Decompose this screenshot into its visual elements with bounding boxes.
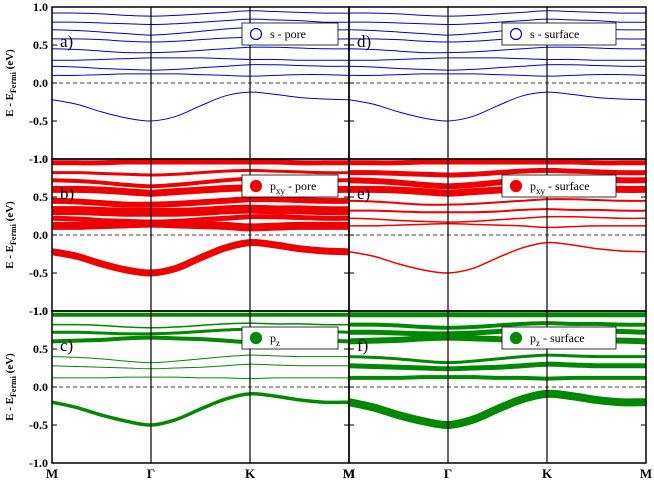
legend-marker-icon [509, 331, 523, 345]
y-axis-title: E - EFermi (eV) [4, 353, 18, 421]
panel-c: -1.0 -0.5 0.0 0.5 1.0 c) pz E - EFermi (eV) M Γ K M [4, 304, 355, 481]
legend-label: pz - surface [530, 331, 585, 348]
panel-label: d) [357, 32, 371, 51]
panel-a: -1.0 -0.5 0.0 0.5 1.0 a) s - pore E - EFermi (e… [4, 0, 350, 166]
legend-marker-icon [249, 27, 263, 41]
kpoint-label: K [245, 466, 256, 481]
band-line-4 [52, 204, 349, 217]
band-line-7 [52, 322, 349, 329]
legend: s - surface [501, 22, 617, 46]
y-axis-title: E - EFermi (eV) [4, 49, 18, 117]
y-tick-label: -1.0 [29, 304, 48, 318]
band-line-9 [52, 10, 349, 17]
panel-e: e) pxy - surface [348, 158, 647, 312]
panel-f: f) pz - surface M Γ K M [343, 310, 652, 481]
band-line-1 [52, 91, 349, 122]
band-line-2 [349, 73, 646, 77]
y-tick-label: -1.0 [29, 456, 48, 470]
band-line-8 [349, 18, 646, 25]
y-tick-label: -0.5 [29, 418, 48, 432]
y-tick-label: -0.5 [29, 266, 48, 280]
kpoint-label: Γ [147, 466, 155, 481]
legend-label: s - surface [530, 27, 579, 41]
legend: pxy - pore [241, 174, 339, 198]
kpoint-label: M [343, 466, 355, 481]
band-line-3 [52, 363, 349, 370]
panel-label: f) [357, 336, 368, 355]
band-line-5 [52, 196, 349, 208]
band-line-3 [52, 214, 349, 225]
band-line-9 [349, 159, 646, 166]
y-tick-label: 0.0 [33, 76, 48, 90]
band-line-4 [349, 353, 646, 365]
legend-marker-icon [509, 27, 523, 41]
band-line-8 [349, 167, 646, 178]
band-line-5 [349, 198, 646, 206]
band-line-3 [349, 215, 646, 223]
band-line-3 [52, 64, 349, 71]
kpoint-label: Γ [444, 466, 452, 481]
band-line-9 [349, 10, 646, 17]
band-line-2 [52, 376, 349, 380]
kpoint-label: M [343, 466, 355, 481]
panel-label: e) [357, 184, 370, 203]
y-axis-title: E - EFermi (eV) [4, 201, 18, 269]
panel-label: a) [60, 32, 73, 51]
y-tick-label: -1.0 [29, 152, 48, 166]
band-line-5 [52, 46, 349, 54]
panel-d: d) s - surface [348, 6, 647, 160]
band-line-2 [349, 222, 646, 229]
legend: pxy - surface [501, 174, 617, 198]
legend-marker-icon [249, 331, 263, 345]
band-line-8 [52, 168, 349, 177]
band-line-9 [52, 159, 349, 166]
kpoint-label: M [640, 466, 652, 481]
kpoint-label: M [46, 466, 58, 481]
band-line-2 [349, 375, 646, 381]
band-line-1 [52, 392, 349, 427]
y-tick-label: 1.0 [33, 152, 48, 166]
legend-label: pxy - pore [270, 179, 316, 196]
band-line-2 [52, 219, 349, 232]
band-line-1 [349, 389, 646, 430]
legend-label: pxy - surface [530, 179, 590, 196]
legend-label: s - pore [270, 27, 306, 41]
band-line-4 [349, 57, 646, 61]
y-tick-label: 0.0 [33, 380, 48, 394]
panel-label: b) [60, 184, 74, 203]
y-tick-label: 0.0 [33, 228, 48, 242]
legend-label: pz [270, 331, 280, 348]
y-tick-label: 0.5 [33, 38, 48, 52]
legend: s - pore [241, 22, 339, 46]
y-tick-label: 0.5 [33, 342, 48, 356]
band-line-3 [349, 361, 646, 372]
legend: pz [241, 326, 339, 350]
panel-b: -1.0 -0.5 0.0 0.5 1.0 b) pxy - pore E - EFermi … [4, 152, 350, 318]
y-tick-label: 1.0 [33, 0, 48, 14]
legend-marker-icon [509, 179, 523, 193]
band-line-2 [52, 73, 349, 77]
legend: pz - surface [501, 326, 617, 350]
y-tick-label: 0.5 [33, 190, 48, 204]
band-line-1 [349, 241, 646, 274]
kpoint-label: K [542, 466, 553, 481]
band-line-7 [349, 321, 646, 330]
y-tick-label: -0.5 [29, 114, 48, 128]
band-line-5 [349, 46, 646, 54]
band-line-1 [349, 91, 646, 122]
panel-label: c) [60, 336, 73, 355]
band-line-4 [349, 208, 646, 214]
band-line-3 [349, 64, 646, 71]
legend-marker-icon [249, 179, 263, 193]
band-line-4 [52, 354, 349, 364]
band-line-1 [52, 239, 349, 277]
band-line-8 [52, 18, 349, 25]
y-tick-label: 1.0 [33, 304, 48, 318]
band-line-4 [52, 57, 349, 61]
